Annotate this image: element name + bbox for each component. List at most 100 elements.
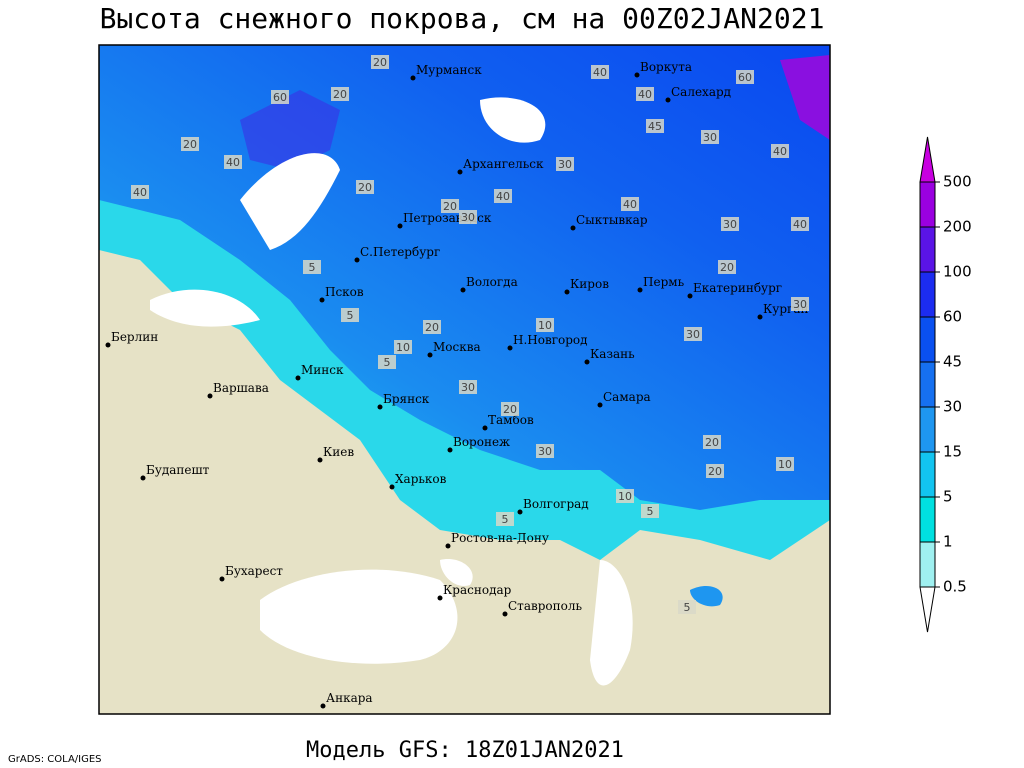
contour-label-box — [181, 137, 199, 151]
contour-label: 10 — [778, 458, 792, 471]
contour-label-box — [616, 489, 634, 503]
contour-label: 40 — [496, 190, 510, 203]
city-label: Вологда — [466, 275, 518, 289]
title: Высота снежного покрова, см на 00Z02JAN2… — [100, 2, 825, 35]
legend-swatch — [919, 586, 936, 633]
contour-label: 40 — [638, 88, 652, 101]
city-label: Брянск — [383, 392, 430, 406]
city-label: Самара — [603, 390, 651, 404]
legend-label: 5 — [943, 488, 953, 506]
contour-label: 20 — [333, 88, 347, 101]
footer: Модель GFS: 18Z01JAN2021 — [306, 738, 624, 763]
city-label: Москва — [433, 340, 481, 354]
city-dot — [437, 595, 443, 601]
contour-label-box — [303, 260, 321, 274]
city-label: Архангельск — [463, 157, 544, 171]
legend-label: 500 — [943, 173, 972, 191]
contour-label: 40 — [133, 186, 147, 199]
city-dot — [207, 393, 213, 399]
city-dot — [397, 223, 403, 229]
city-dot — [460, 287, 466, 293]
credit: GrADS: COLA/IGES — [8, 754, 102, 765]
city-label: Сыктывкар — [576, 213, 648, 227]
city-label: Пермь — [643, 275, 685, 289]
contour-label: 5 — [347, 309, 354, 322]
city-label: Ставрополь — [508, 599, 582, 613]
contour-label-box — [706, 464, 724, 478]
contour-label-box — [621, 197, 639, 211]
contour-label-box — [591, 65, 609, 79]
city-dot — [517, 509, 523, 515]
contour-label-box — [378, 355, 396, 369]
city-dot — [295, 375, 301, 381]
contour-label: 30 — [558, 158, 572, 171]
contour-label-box — [791, 297, 809, 311]
city-label: Воронеж — [453, 435, 510, 449]
city-dot — [377, 404, 383, 410]
snow-heavy — [240, 90, 340, 170]
city-label: Н.Новгород — [513, 333, 588, 347]
contour-label-box — [536, 444, 554, 458]
city-dot — [410, 75, 416, 81]
contour-label: 30 — [461, 381, 475, 394]
legend-label: 200 — [943, 218, 972, 236]
contour-label: 20 — [425, 321, 439, 334]
city-label: Будапешт — [146, 463, 210, 477]
contour-label-box — [684, 327, 702, 341]
city-label: Ростов-на-Дону — [451, 531, 549, 545]
city-dot — [445, 543, 451, 549]
city-dot — [354, 257, 360, 263]
legend-swatch — [919, 406, 936, 453]
city-dot — [584, 359, 590, 365]
contour-label-box — [641, 504, 659, 518]
snow-spot — [690, 585, 723, 607]
city-label: Краснодар — [443, 583, 512, 597]
city-dot — [597, 402, 603, 408]
contour-label-box — [441, 199, 459, 213]
city-dot — [140, 475, 146, 481]
contour-label-box — [459, 380, 477, 394]
city-dot — [502, 611, 508, 617]
contour-label-box — [791, 217, 809, 231]
contour-label: 40 — [773, 145, 787, 158]
contour-label-box — [556, 157, 574, 171]
contour-label: 30 — [723, 218, 737, 231]
contour-label: 20 — [705, 436, 719, 449]
city-dot — [637, 287, 643, 293]
legend-label: 1 — [943, 533, 953, 551]
city-label: Харьков — [395, 472, 447, 486]
city-dot — [457, 169, 463, 175]
contour-label: 20 — [183, 138, 197, 151]
city-dot — [665, 97, 671, 103]
city-label: Киров — [570, 277, 609, 291]
contour-label: 5 — [502, 513, 509, 526]
city-dot — [564, 289, 570, 295]
contour-label: 5 — [384, 356, 391, 369]
legend-label: 45 — [943, 353, 962, 371]
city-dot — [447, 447, 453, 453]
contour-label-box — [776, 457, 794, 471]
contour-label: 5 — [647, 505, 654, 518]
contour-label-box — [371, 55, 389, 69]
city-label: Анкара — [326, 691, 373, 705]
contour-label: 40 — [793, 218, 807, 231]
contour-label: 10 — [396, 341, 410, 354]
contour-label: 30 — [538, 445, 552, 458]
city-dot — [634, 72, 640, 78]
city-label: Тамбов — [488, 413, 534, 427]
white-sea — [480, 97, 546, 143]
contour-label-box — [494, 189, 512, 203]
city-label: Берлин — [111, 330, 158, 344]
contour-label-box — [394, 340, 412, 354]
legend-label: 30 — [943, 398, 962, 416]
city-label: Бухарест — [225, 564, 283, 578]
city-label: Салехард — [671, 85, 731, 99]
baltic-south — [150, 289, 260, 327]
city-label: Мурманск — [416, 63, 482, 77]
legend-label: 100 — [943, 263, 972, 281]
map-frame — [98, 44, 831, 715]
contour-label: 20 — [443, 200, 457, 213]
contour-label-box — [331, 87, 349, 101]
city-label: Варшава — [213, 381, 269, 395]
